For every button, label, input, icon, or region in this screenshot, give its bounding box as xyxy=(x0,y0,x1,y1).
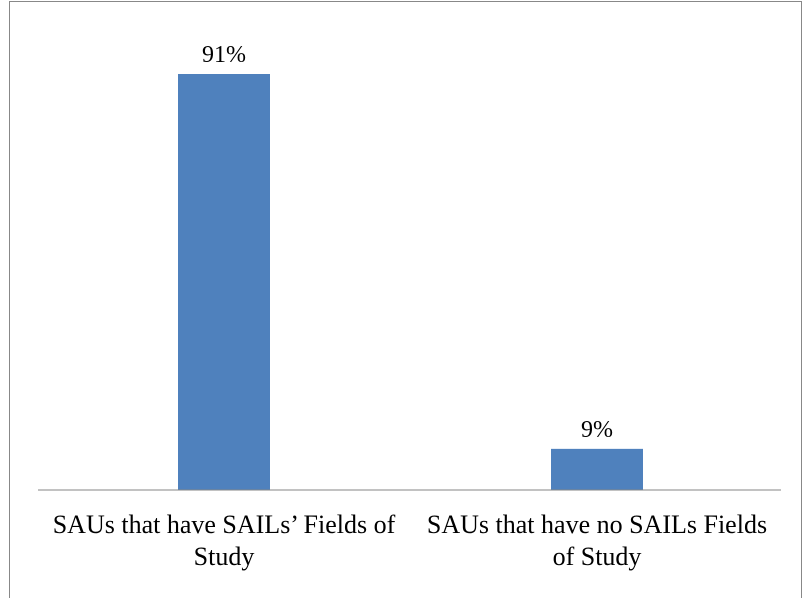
data-label: 9% xyxy=(581,417,613,443)
x-tick-label: SAUs that have SAILs’ Fields of Study xyxy=(52,510,396,571)
x-tick-label: SAUs that have no SAILs Fields of Study xyxy=(426,510,768,571)
frame xyxy=(9,1,802,598)
bar xyxy=(178,74,270,490)
bar xyxy=(551,448,643,490)
data-label: 91% xyxy=(202,42,246,68)
